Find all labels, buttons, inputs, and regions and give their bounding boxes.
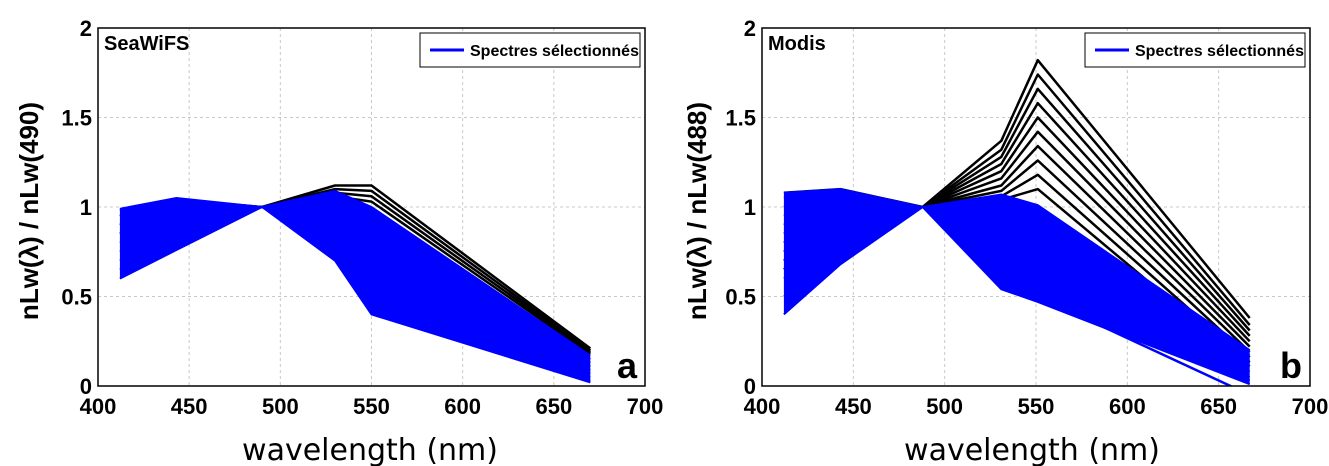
x-tick-labels: 400 450 500 550 600 650 700 (80, 394, 664, 419)
panel-letter: a (617, 345, 638, 386)
x-tick-label: 400 (744, 394, 781, 419)
series-line-selected (119, 189, 591, 357)
x-axis-label: wavelength (nm) (904, 433, 1160, 466)
y-tick-label: 1.5 (725, 106, 756, 131)
x-tick-label: 550 (1018, 394, 1055, 419)
y-tick-label: 0 (80, 374, 92, 399)
y-tick-labels: 0 0.5 1 1.5 2 (725, 16, 756, 399)
series-selected-spectra (119, 189, 591, 384)
x-tick-label: 650 (535, 394, 572, 419)
x-tick-label: 400 (80, 394, 117, 419)
series-line-selected (119, 205, 591, 371)
x-tick-label: 600 (444, 394, 481, 419)
panel-letter: b (1280, 345, 1302, 386)
panel-title: Modis (768, 33, 826, 55)
legend-entry: Spectres sélectionnés (1135, 43, 1304, 60)
selected-band (783, 189, 1250, 385)
series-line-selected (783, 206, 1251, 362)
series-line-selected (119, 206, 591, 368)
legend-entry: Spectres sélectionnés (470, 43, 639, 60)
x-tick-label: 700 (627, 394, 664, 419)
y-tick-labels: 0 0.5 1 1.5 2 (61, 16, 92, 399)
series-line-selected (119, 205, 591, 382)
x-tick-label: 450 (835, 394, 872, 419)
x-tick-label: 550 (353, 394, 390, 419)
selected-band (119, 190, 591, 383)
series-line-selected (783, 196, 1251, 357)
series-selected-spectra (783, 188, 1251, 386)
y-axis-label: nLw(λ) / nLw(488) (682, 102, 712, 320)
panel-modis: nLw(λ) / nLw(488) wavelength (nm) 400 450… (682, 16, 1328, 466)
y-axis-label: nLw(λ) / nLw(490) (14, 102, 44, 320)
x-tick-labels: 400 450 500 550 600 650 700 (744, 394, 1329, 419)
series-line-selected (119, 205, 591, 384)
y-tick-label: 2 (744, 16, 756, 41)
plot-frame (97, 27, 646, 387)
series-line-selected (119, 202, 591, 364)
x-tick-label: 500 (926, 394, 963, 419)
y-tick-label: 2 (80, 16, 92, 41)
series-line-selected (783, 188, 1251, 352)
x-tick-label: 500 (262, 394, 299, 419)
legend: Spectres sélectionnés (1084, 32, 1306, 68)
y-tick-label: 0.5 (725, 285, 756, 310)
series-line-selected (783, 205, 1251, 368)
x-tick-label: 650 (1200, 394, 1237, 419)
series-line-selected (119, 205, 591, 379)
series-line-selected (783, 205, 1251, 379)
x-axis-label: wavelength (nm) (242, 433, 498, 466)
series-line-selected (783, 205, 1251, 386)
y-tick-label: 1 (80, 195, 92, 220)
series-line-selected (119, 205, 591, 375)
x-tick-label: 450 (171, 394, 208, 419)
series-line-selected (783, 205, 1251, 382)
panel-title: SeaWiFS (104, 33, 189, 55)
y-tick-label: 1.5 (61, 106, 92, 131)
series-line-selected (119, 196, 591, 360)
panel-seawifs: nLw(λ) / nLw(490) wavelength (nm) 400 450… (14, 16, 663, 466)
y-tick-label: 0.5 (61, 285, 92, 310)
plot-frame (761, 27, 1311, 387)
x-tick-label: 600 (1109, 394, 1146, 419)
y-tick-label: 1 (744, 195, 756, 220)
x-tick-label: 700 (1292, 394, 1329, 419)
y-tick-label: 0 (744, 374, 756, 399)
legend: Spectres sélectionnés (419, 32, 641, 68)
series-line-selected (783, 205, 1251, 373)
series-line-outlier (1037, 295, 1234, 386)
